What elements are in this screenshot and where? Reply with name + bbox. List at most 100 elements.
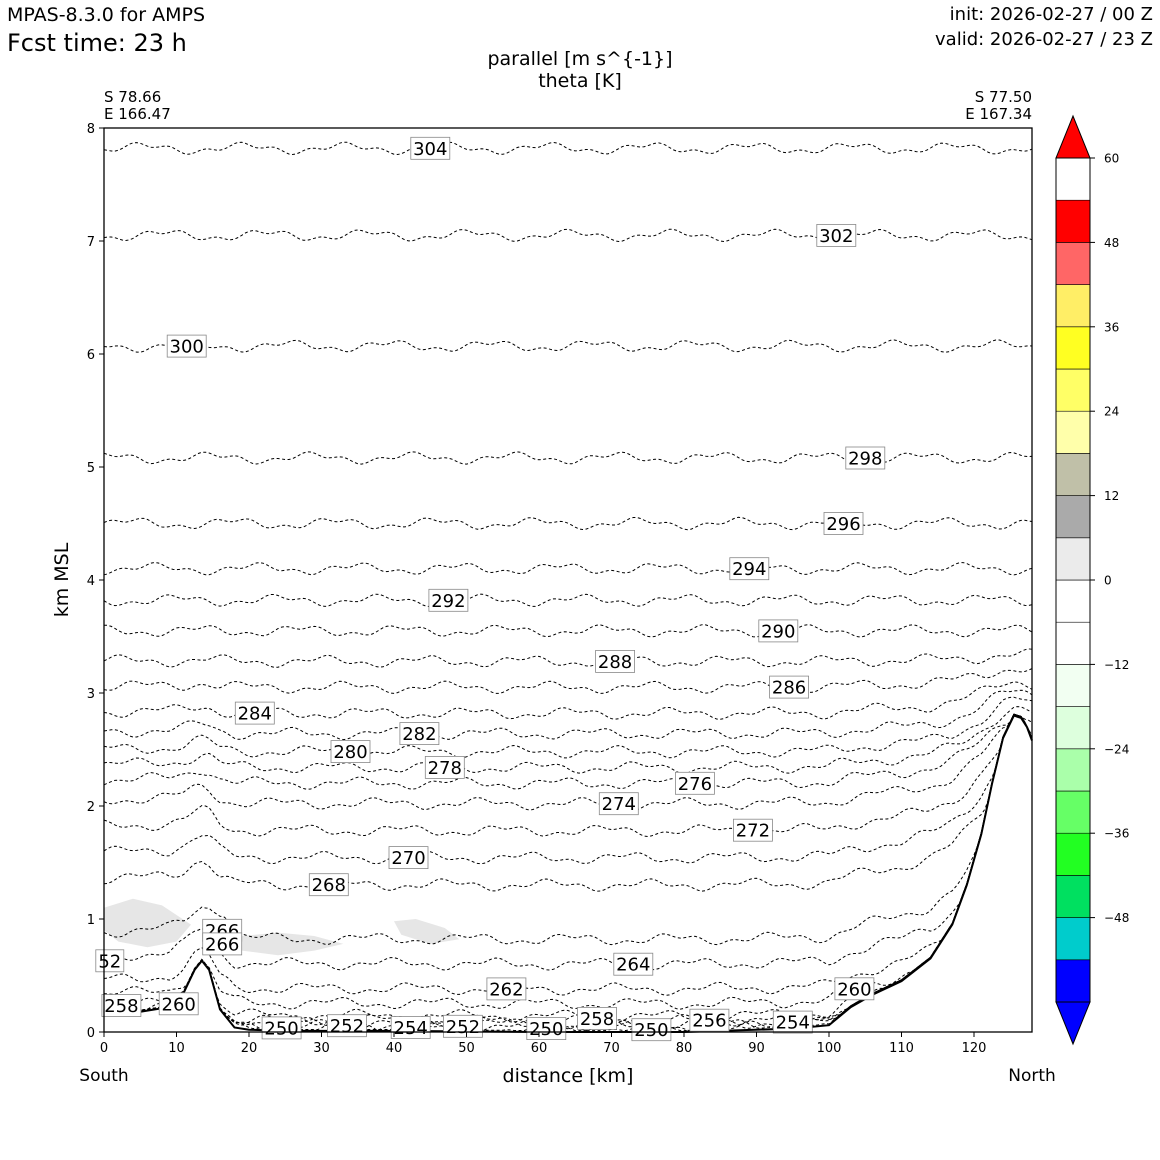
contour-label-264-box <box>613 952 654 976</box>
theta-contour-272 <box>103 713 1033 838</box>
contour-label-264: 264 <box>616 955 650 976</box>
contour-label-290-box <box>758 619 799 643</box>
terrain-profile <box>103 714 1033 1033</box>
colorbar-over-arrow <box>1055 114 1091 159</box>
contour-label-296: 296 <box>826 514 860 535</box>
colorbar-segment-1 <box>1055 917 1091 961</box>
contour-label-298-box <box>845 446 886 470</box>
parallel-wind-shading <box>104 898 460 956</box>
contour-label-extra-3-box <box>390 1016 431 1039</box>
y-tick-label-1: 1 <box>87 913 95 928</box>
theta-contour-278 <box>103 706 1033 775</box>
y-tick-label-8: 8 <box>87 122 95 137</box>
contour-label-282-box <box>399 722 440 745</box>
contour-label-286-box <box>769 675 809 699</box>
contour-label-278-box <box>424 756 465 779</box>
end-latitude: S 77.50 <box>974 88 1032 106</box>
y-tick-label-3: 3 <box>87 687 95 702</box>
colorbar-segment-18 <box>1055 199 1091 243</box>
contour-label-256: 256 <box>692 1011 726 1032</box>
contour-label-288-box <box>595 650 635 673</box>
contour-label-254-box <box>772 1010 813 1034</box>
end-longitude: E 167.34 <box>965 105 1032 123</box>
plot-title-field: parallel [m s^{-1}] <box>487 48 673 70</box>
shaded-region-2 <box>394 919 460 944</box>
theta-contour-264 <box>103 713 1033 971</box>
contour-label-254: 254 <box>776 1013 810 1034</box>
contour-label-262-box <box>486 977 527 1001</box>
x-tick-label-60: 60 <box>531 1041 548 1056</box>
contour-label-272: 272 <box>736 821 770 842</box>
contour-label-256-box <box>689 1008 730 1032</box>
colorbar-segment-6 <box>1055 706 1091 750</box>
contour-label-292-box <box>428 588 469 612</box>
contour-label-270: 270 <box>391 848 425 869</box>
contour-label-extra-4: 252 <box>446 1017 480 1038</box>
theta-contour-302 <box>103 228 1033 243</box>
colorbar-segment-15 <box>1055 326 1091 370</box>
x-tick-label-40: 40 <box>386 1041 403 1056</box>
contour-label-302: 302 <box>819 226 853 247</box>
contour-label-304-box <box>410 136 451 160</box>
x-tick-label-80: 80 <box>676 1041 693 1056</box>
contour-label-280-box <box>330 740 371 763</box>
theta-contour-262 <box>103 713 1033 996</box>
plot-title-contour: theta [K] <box>538 70 622 92</box>
contour-label-extra-6-box <box>577 1007 617 1030</box>
theta-contour-282 <box>103 689 1033 741</box>
plot-axes: 0 10 20 30 40 50 60 70 80 90 100 110 120 0 1 2 3 4 5 6 7 8 <box>87 122 1033 1056</box>
contour-label-300: 300 <box>170 337 204 358</box>
forecast-time: Fcst time: 23 h <box>7 29 187 57</box>
contour-label-extra-1: 260 <box>162 994 196 1015</box>
colorbar-tick-label-0: −48 <box>1104 911 1129 925</box>
x-tick-label-100: 100 <box>817 1041 842 1056</box>
theta-contour-284 <box>103 681 1033 720</box>
contour-label-288: 288 <box>598 652 632 673</box>
theta-contour-294 <box>103 561 1033 576</box>
contour-label-284-box <box>234 701 275 725</box>
theta-contour-268 <box>103 713 1033 892</box>
init-time: init: 2026-02-27 / 00 Z <box>949 4 1153 25</box>
colorbar-segment-14 <box>1055 368 1091 412</box>
colorbar-tick-label-5: 12 <box>1104 489 1119 503</box>
x-tick-label-30: 30 <box>313 1041 330 1056</box>
contour-label-250-box <box>261 1016 302 1040</box>
theta-contour-250 <box>103 713 1033 1032</box>
colorbar-segment-10 <box>1055 537 1091 581</box>
contour-label-extra-0-box <box>95 949 125 973</box>
theta-contour-304 <box>103 141 1033 156</box>
colorbar-segment-17 <box>1055 242 1091 285</box>
start-longitude: E 166.47 <box>104 105 171 123</box>
colorbar-segment-5 <box>1055 748 1091 792</box>
x-tick-label-70: 70 <box>603 1041 620 1056</box>
colorbar-tick-label-8: 48 <box>1104 236 1119 250</box>
contour-label-272-box <box>733 818 773 842</box>
colorbar-segment-13 <box>1055 410 1091 454</box>
contour-label-extra-2-box <box>202 932 243 956</box>
x-tick-label-90: 90 <box>748 1041 765 1056</box>
contour-label-extra-2: 266 <box>205 934 239 955</box>
y-tick-label-5: 5 <box>87 461 95 476</box>
contour-label-278: 278 <box>428 758 462 779</box>
colorbar-segment-0 <box>1055 959 1091 1003</box>
x-tick-label-50: 50 <box>458 1041 475 1056</box>
contour-label-296-box <box>823 512 864 535</box>
contour-label-extra-6: 258 <box>580 1009 614 1030</box>
contour-label-260: 260 <box>837 979 871 1000</box>
x-tick-label-10: 10 <box>168 1041 185 1056</box>
y-tick-label-4: 4 <box>87 574 95 589</box>
contour-label-260-box <box>834 977 875 1001</box>
contour-label-292: 292 <box>431 591 465 612</box>
contour-label-252-box <box>326 1014 367 1038</box>
theta-contour-296 <box>103 516 1033 531</box>
theta-contour-258 <box>103 713 1033 1023</box>
contour-label-304: 304 <box>413 139 447 160</box>
theta-contour-252 <box>103 713 1033 1032</box>
colorbar: −48 −36 −24 −12 0 12 24 36 48 60 <box>1055 114 1129 1046</box>
contour-label-300-box <box>166 334 207 358</box>
contour-label-262: 262 <box>489 979 523 1000</box>
plot-frame <box>103 127 1033 1033</box>
theta-contour-266 <box>103 713 1033 946</box>
colorbar-segment-16 <box>1055 284 1091 328</box>
